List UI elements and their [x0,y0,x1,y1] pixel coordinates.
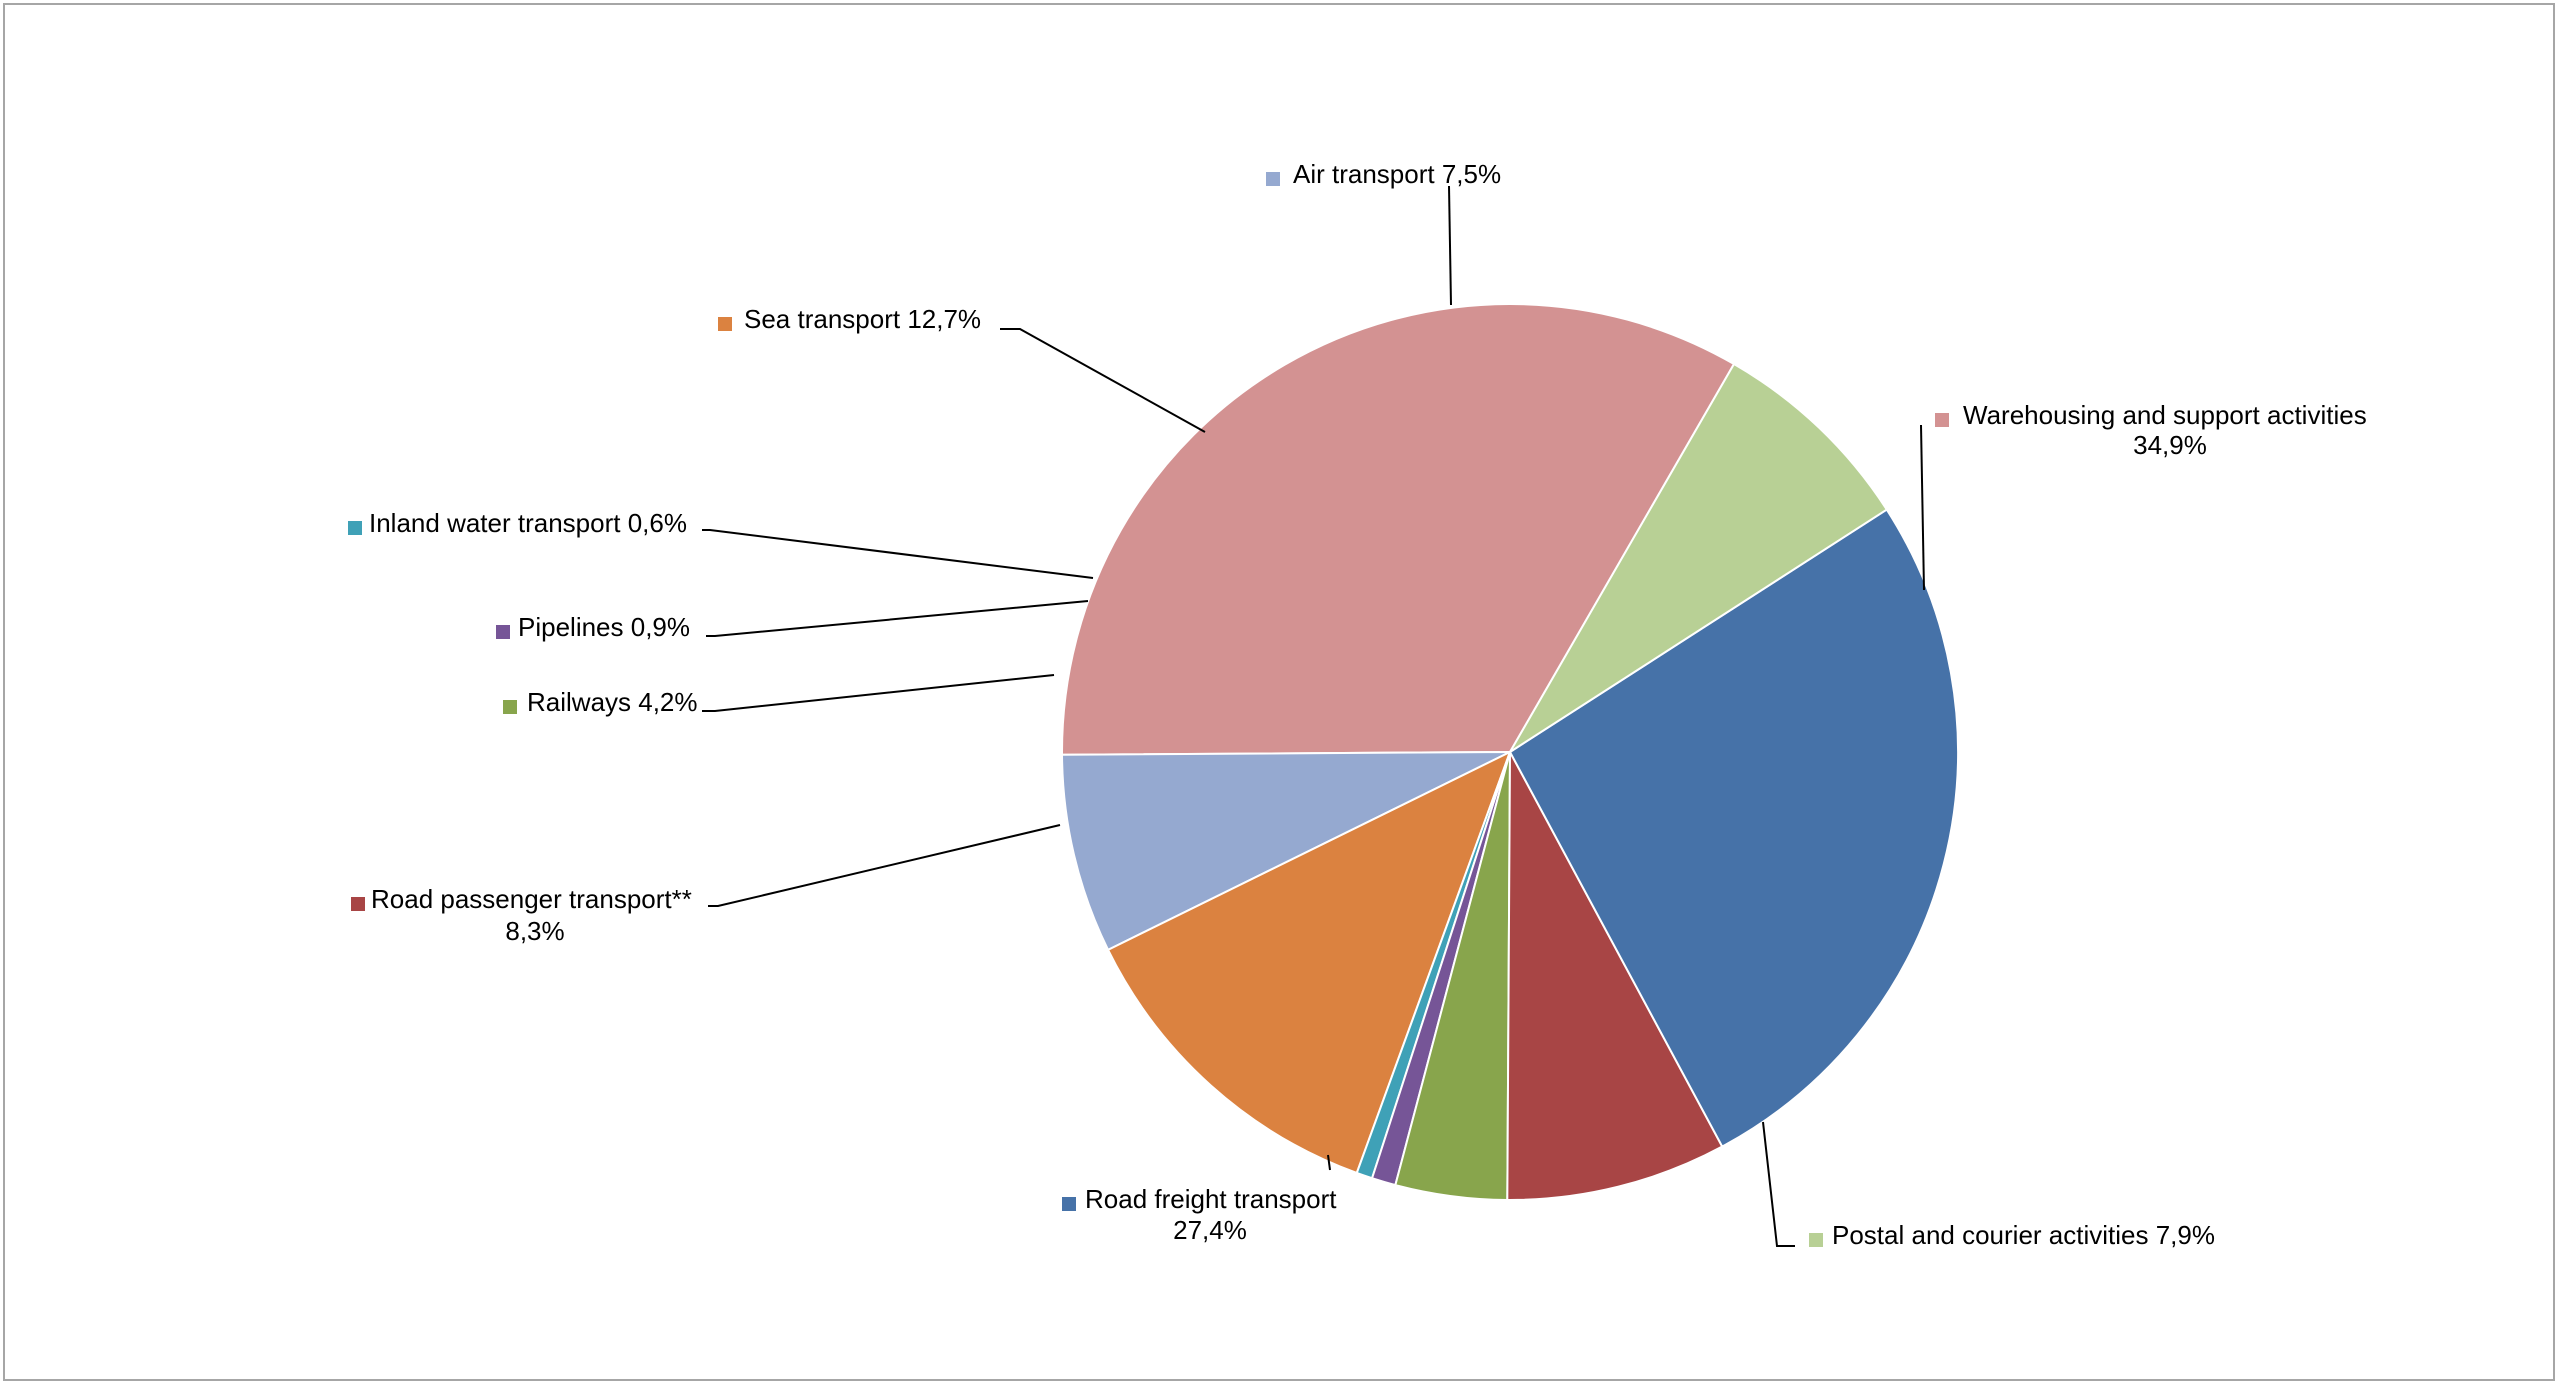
label-marker [1935,413,1949,427]
label-marker [503,700,517,714]
data-label: Road freight transport [1085,1184,1337,1214]
leader-line [702,674,1055,712]
leader-line [1327,1154,1331,1171]
label-marker [1266,172,1280,186]
data-label-value: 34,9% [2133,430,2207,460]
data-label: Inland water transport 0,6% [369,508,687,538]
data-label-value: 8,3% [505,916,564,946]
pie-slice-postal-and-courier-activities [1509,362,1889,753]
label-marker [496,625,510,639]
data-label: Pipelines 0,9% [518,612,690,642]
label-marker [351,897,365,911]
label-marker [1809,1233,1823,1247]
pie-slice-road-freight-transport [1508,508,1959,1148]
pie-slice-sea-transport [1106,750,1512,1175]
data-label-value: 27,4% [1173,1215,1247,1245]
label-marker [348,521,362,535]
label-marker [1062,1197,1076,1211]
leader-lines-layer [702,185,1925,1247]
leader-line [1920,424,1925,591]
leader-line [1762,1121,1795,1247]
leader-line [702,529,1094,579]
pie-slice-air-transport [1061,751,1511,952]
data-label: Railways 4,2% [527,687,698,717]
leader-line [708,824,1061,907]
data-label: Postal and courier activities 7,9% [1832,1220,2215,1250]
data-label: Warehousing and support activities [1963,400,2367,430]
pie-slice-warehousing-and-support-activities [1061,303,1736,756]
leader-line [1448,185,1452,306]
slices-layer [1061,303,1959,1201]
data-label: Road passenger transport** [371,884,692,914]
pie-slice-road-passenger-transport [1506,751,1724,1201]
data-label: Air transport 7,5% [1293,159,1501,189]
data-label: Sea transport 12,7% [744,304,981,334]
leader-line [706,600,1089,637]
label-marker [718,317,732,331]
leader-line [1000,328,1206,433]
